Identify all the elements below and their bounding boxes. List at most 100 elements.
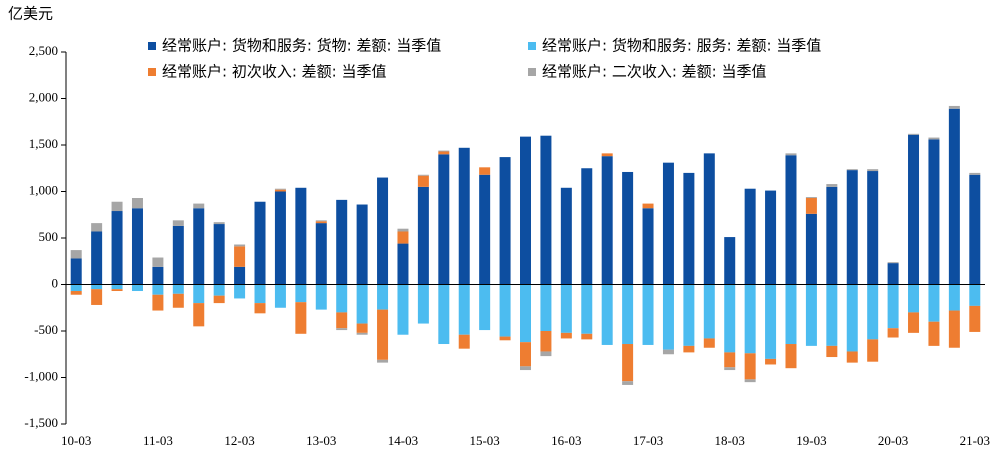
bar-segment <box>785 344 797 369</box>
y-tick-label: 500 <box>39 229 59 244</box>
bar-segment <box>213 222 225 225</box>
bar-segment <box>724 284 736 353</box>
bar-segment <box>417 175 429 187</box>
bar-segment <box>234 284 246 299</box>
bar-segment <box>703 338 715 348</box>
bar-segment <box>683 345 695 353</box>
bar-segment <box>377 177 389 285</box>
bar-segment <box>152 257 164 267</box>
bar-segment <box>295 302 307 334</box>
bar-segment <box>969 174 981 285</box>
bar-segment <box>111 211 123 285</box>
bar-segment <box>336 312 348 329</box>
bar-segment <box>417 186 429 285</box>
x-tick-label: 12-03 <box>224 433 254 448</box>
bar-segment <box>458 284 470 335</box>
bar-segment <box>969 284 981 306</box>
bar-segment <box>662 162 674 285</box>
bar-segment <box>397 284 409 335</box>
bar-segment <box>867 284 879 340</box>
bar-segment <box>581 333 593 340</box>
bar-segment <box>131 208 143 285</box>
bar-segment <box>152 294 164 311</box>
bar-segment <box>70 291 82 295</box>
bar-segment <box>560 187 572 285</box>
bar-segment <box>540 284 552 331</box>
bar-segment <box>479 284 491 331</box>
bar-segment <box>213 295 225 304</box>
legend-label: 经常账户: 二次收入: 差额: 当季值 <box>542 63 766 81</box>
bar-segment <box>172 293 184 308</box>
bar-segment <box>540 351 552 357</box>
legend-label: 经常账户: 货物和服务: 服务: 差额: 当季值 <box>542 37 821 55</box>
y-tick-label: -1,000 <box>24 368 58 383</box>
bar-segment <box>336 199 348 285</box>
bar-segment <box>499 336 511 341</box>
bar-segment <box>315 284 327 310</box>
bar-segment <box>111 201 123 212</box>
bar-segment <box>91 289 103 305</box>
bar-segment <box>520 284 531 343</box>
bar-segment <box>234 266 246 285</box>
bar-segment <box>193 284 205 304</box>
bar-segment <box>703 153 715 285</box>
bar-segment <box>622 284 634 345</box>
x-tick-label: 15-03 <box>469 433 499 448</box>
bar-segment <box>887 328 899 338</box>
bar-segment <box>377 284 389 310</box>
bar-segment <box>826 345 838 358</box>
bar-segment <box>417 174 429 176</box>
bar-segment <box>295 187 307 285</box>
bar-segment <box>70 284 82 292</box>
bar-segment <box>642 203 654 209</box>
bar-segment <box>213 284 225 296</box>
bar-segment <box>479 167 491 175</box>
y-axis-label: 亿美元 <box>8 5 53 23</box>
x-tick-label: 18-03 <box>715 433 745 448</box>
bar-segment <box>908 134 920 285</box>
bar-segment <box>601 284 613 345</box>
bar-segment <box>846 351 858 363</box>
bar-segment <box>805 198 817 214</box>
legend-swatch <box>528 68 536 76</box>
bar-segment <box>846 284 858 352</box>
x-tick-label: 21-03 <box>960 433 990 448</box>
x-tick-label: 19-03 <box>796 433 826 448</box>
y-tick-label: -500 <box>34 322 58 337</box>
bar-segment <box>908 133 920 135</box>
bar-segment <box>887 263 899 285</box>
bar-segment <box>70 250 82 259</box>
bar-segment <box>315 220 327 222</box>
bar-segment <box>969 305 981 332</box>
bar-segment <box>172 225 184 285</box>
x-tick-label: 13-03 <box>306 433 336 448</box>
bar-segment <box>274 191 286 285</box>
bar-segment <box>785 284 797 345</box>
bar-segment <box>826 186 838 285</box>
bar-segment <box>254 201 266 285</box>
bar-segment <box>274 188 286 190</box>
bar-segment <box>928 137 940 140</box>
bar-segment <box>846 169 858 171</box>
bar-segment <box>234 244 246 247</box>
bar-segment <box>765 190 777 285</box>
bar-segment <box>948 105 960 109</box>
bar-segment <box>642 208 654 285</box>
bar-segment <box>356 332 368 335</box>
bar-segment <box>295 284 307 303</box>
bar-segment <box>765 358 777 365</box>
x-tick-label: 11-03 <box>143 433 173 448</box>
bar-segment <box>846 170 858 285</box>
bar-segment <box>867 339 879 362</box>
bar-segment <box>438 151 450 155</box>
bar-segment <box>948 284 960 311</box>
bar-segment <box>601 156 613 285</box>
bar-segment <box>213 224 225 285</box>
bar-segment <box>724 237 736 285</box>
bar-segment <box>458 334 470 349</box>
bar-segment <box>601 153 613 157</box>
bar-segment <box>438 284 450 345</box>
bar-segment <box>193 203 205 209</box>
bar-segment <box>744 379 756 383</box>
